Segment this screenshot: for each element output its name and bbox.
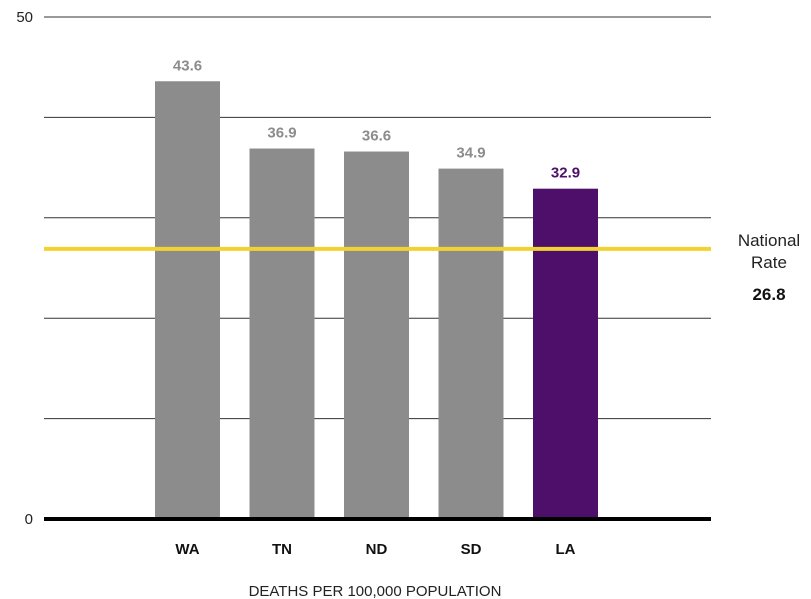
bar-tn: [249, 148, 315, 520]
national-rate-label-line2: Rate: [751, 253, 787, 272]
value-label-wa: 43.6: [173, 57, 202, 74]
category-label-nd: ND: [366, 541, 388, 558]
category-labels: WA TN ND SD LA: [175, 541, 575, 558]
category-label-wa: WA: [175, 541, 199, 558]
value-label-la: 32.9: [551, 165, 580, 182]
bar-la: [533, 188, 598, 519]
value-labels: 43.6 36.9 36.6 34.9 32.9: [173, 57, 580, 181]
y-tick-label: 0: [25, 511, 33, 528]
category-label-sd: SD: [461, 541, 482, 558]
category-label-la: LA: [556, 541, 576, 558]
y-tick-label: 50: [16, 9, 33, 26]
bar-sd: [438, 168, 504, 519]
category-label-tn: TN: [272, 541, 292, 558]
bar-nd: [344, 151, 409, 519]
bar-wa: [155, 81, 220, 520]
value-label-sd: 34.9: [456, 145, 485, 162]
x-axis-title: DEATHS PER 100,000 POPULATION: [249, 583, 502, 599]
y-axis-ticks: 0 50: [16, 9, 33, 528]
bars: [155, 81, 598, 520]
national-rate-label-line1: National: [738, 231, 800, 250]
value-label-nd: 36.6: [362, 128, 391, 145]
value-label-tn: 36.9: [267, 125, 296, 142]
national-rate-value: 26.8: [752, 285, 785, 304]
